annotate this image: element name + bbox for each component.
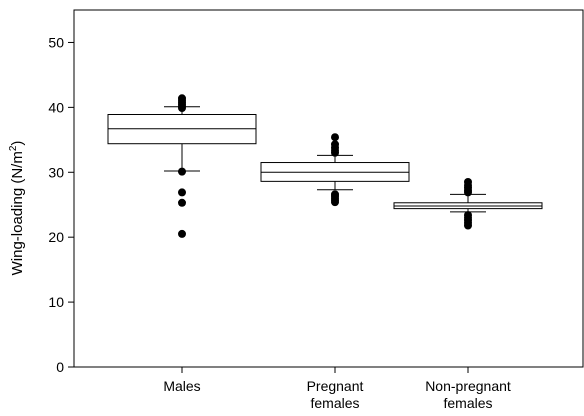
box-plots <box>107 94 543 238</box>
box-group <box>107 94 257 238</box>
outlier-point <box>178 229 186 238</box>
y-tick-label: 40 <box>48 99 64 115</box>
y-axis-title-close: ) <box>9 141 26 146</box>
box-group <box>393 178 543 230</box>
outlier-point <box>331 133 339 142</box>
outlier-point <box>331 140 339 149</box>
outlier-point <box>331 190 339 199</box>
y-tick-label: 50 <box>48 34 64 50</box>
outlier-point <box>178 94 186 103</box>
axes <box>68 9 584 373</box>
y-axis-title: Wing-loading (N/m2) <box>8 141 26 276</box>
x-category-label: females <box>443 395 492 411</box>
y-tick-label: 30 <box>48 164 64 180</box>
x-category-label: Males <box>163 378 200 394</box>
outlier-point <box>464 178 472 187</box>
x-category-label: Non-pregnant <box>425 378 511 394</box>
outlier-point <box>178 198 186 207</box>
y-axis-title-base: Wing-loading (N/m <box>9 151 26 275</box>
y-tick-label: 10 <box>48 294 64 310</box>
plot-frame <box>73 9 584 368</box>
outlier-point <box>178 188 186 197</box>
x-category-label: Pregnant <box>307 378 364 394</box>
y-tick-label: 20 <box>48 229 64 245</box>
y-axis-title-superscript: 2 <box>8 145 19 151</box>
x-category-label: females <box>310 395 359 411</box>
box-group <box>260 133 410 207</box>
outlier-point <box>464 211 472 220</box>
y-tick-label: 0 <box>56 359 64 375</box>
outlier-point <box>178 167 186 176</box>
